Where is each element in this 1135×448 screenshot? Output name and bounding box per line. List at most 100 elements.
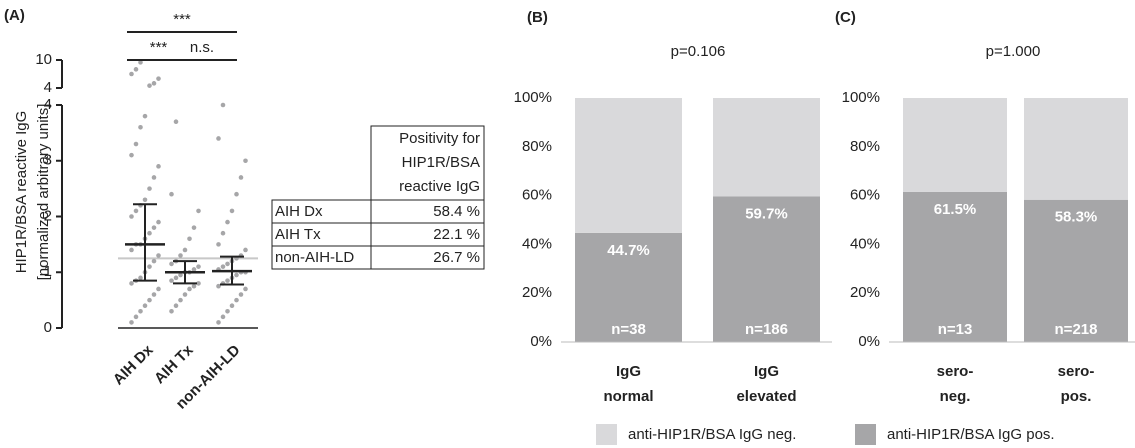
data-point <box>129 214 134 219</box>
data-point <box>151 225 157 230</box>
data-point <box>229 303 235 309</box>
data-point <box>133 141 139 147</box>
bar-segment <box>575 232 682 342</box>
p-value: p=1.000 <box>986 43 1041 60</box>
data-point <box>182 247 188 253</box>
data-point <box>173 119 179 125</box>
bar-segment <box>575 98 682 233</box>
table-header: reactive IgG <box>399 178 480 195</box>
data-point <box>234 191 239 197</box>
data-point <box>216 320 221 325</box>
data-point <box>220 264 226 269</box>
data-point <box>133 314 139 320</box>
y-tick-label: 20% <box>522 284 552 301</box>
count-label: n=186 <box>745 321 788 338</box>
data-point <box>173 303 179 309</box>
bar-segment <box>1024 199 1128 342</box>
data-point <box>225 278 230 283</box>
data-point <box>156 286 161 292</box>
data-point <box>243 158 248 164</box>
y-axis-label: HIP1R/BSA reactive IgG <box>13 111 30 274</box>
table-header: HIP1R/BSA <box>402 154 480 171</box>
data-point <box>151 258 157 264</box>
data-point <box>216 136 221 141</box>
y-tick-label: 40% <box>522 235 552 252</box>
data-point <box>225 308 230 314</box>
x-tick-label: AIH Tx <box>151 341 197 387</box>
y-tick-label: 1 <box>44 263 52 280</box>
x-tick-label: sero-neg. <box>937 363 974 405</box>
data-point <box>169 308 174 314</box>
data-point <box>129 247 134 253</box>
bar-segment <box>1024 98 1128 200</box>
data-point <box>142 303 148 309</box>
data-point <box>151 175 157 180</box>
data-point <box>129 320 134 325</box>
data-point <box>238 175 244 180</box>
table-row-label: AIH Tx <box>275 226 321 243</box>
y-tick-label: 4 <box>44 96 52 113</box>
value-label: 58.3% <box>1055 209 1098 226</box>
data-point <box>234 272 239 278</box>
data-point <box>151 292 157 297</box>
y-tick-label: 0 <box>44 319 52 336</box>
y-tick-label: 10 <box>35 51 52 68</box>
bar-segment <box>903 98 1007 192</box>
data-point <box>169 278 174 283</box>
x-tick-label: IgG normal <box>603 363 653 405</box>
data-point <box>156 76 161 81</box>
legend-swatch <box>596 424 617 445</box>
data-point <box>225 261 230 267</box>
table-row-label: AIH Dx <box>275 203 323 220</box>
data-point <box>178 272 183 278</box>
data-point <box>147 230 152 236</box>
legend-label: anti-HIP1R/BSA IgG neg. <box>628 426 796 443</box>
data-point <box>196 281 201 286</box>
table-cell <box>370 245 485 270</box>
legend-swatch <box>855 424 876 445</box>
panel-label: (B) <box>527 9 548 26</box>
p-value: p=0.106 <box>671 43 726 60</box>
data-point <box>151 81 157 86</box>
y-tick-label: 0% <box>858 333 880 350</box>
table-header-cell <box>370 125 485 201</box>
y-tick-label: 80% <box>522 138 552 155</box>
value-label: 44.7% <box>607 242 650 259</box>
data-point <box>129 152 134 158</box>
y-tick-label: 20% <box>850 284 880 301</box>
count-label: n=13 <box>938 321 973 338</box>
y-tick-label: 3 <box>44 152 52 169</box>
data-point <box>169 261 174 267</box>
data-point <box>191 267 197 272</box>
data-point <box>220 314 226 320</box>
bar-segment <box>903 191 1007 342</box>
x-tick-label: IgG elevated <box>736 363 796 405</box>
count-label: n=38 <box>611 321 646 338</box>
y-tick-label: 4 <box>44 79 52 96</box>
value-label: 61.5% <box>934 201 977 218</box>
data-point <box>138 125 143 130</box>
data-point <box>147 186 152 191</box>
data-point <box>196 208 201 214</box>
data-point <box>220 102 226 108</box>
y-tick-label: 2 <box>44 207 52 224</box>
data-point <box>138 275 143 281</box>
data-point <box>187 236 192 242</box>
count-label: n=218 <box>1055 321 1098 338</box>
x-tick-label: sero-pos. <box>1058 363 1095 405</box>
x-tick-label: AIH Dx <box>110 341 157 388</box>
legend-label: anti-HIP1R/BSA IgG pos. <box>887 426 1055 443</box>
bar-segment <box>713 196 820 342</box>
table-header: Positivity for <box>399 130 480 147</box>
y-tick-label: 40% <box>850 235 880 252</box>
data-point <box>173 275 179 281</box>
bar-segment <box>713 98 820 197</box>
y-tick-label: 60% <box>522 187 552 204</box>
data-point <box>133 208 139 214</box>
significance-label: *** <box>173 11 191 28</box>
data-point <box>238 292 244 297</box>
data-point <box>216 283 221 289</box>
data-point <box>178 297 183 303</box>
data-point <box>220 230 226 236</box>
